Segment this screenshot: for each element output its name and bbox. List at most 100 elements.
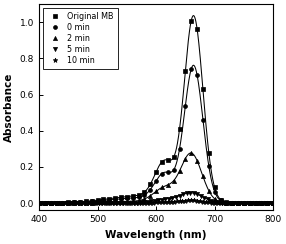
5 min [255,202,259,205]
0 min [213,190,217,193]
0 min [143,194,146,197]
Original MB [55,201,58,204]
Original MB [184,69,187,72]
2 min [125,200,128,203]
Original MB [43,202,47,204]
2 min [90,201,94,204]
2 min [248,202,251,205]
Line: Original MB: Original MB [37,19,275,205]
2 min [113,200,117,203]
0 min [37,202,41,204]
2 min [225,201,228,204]
0 min [172,168,175,171]
10 min [213,201,217,204]
2 min [154,190,158,193]
Line: 10 min: 10 min [37,198,276,206]
0 min [84,200,88,203]
Original MB [113,196,117,199]
2 min [55,202,58,204]
0 min [184,104,187,107]
0 min [102,199,105,202]
Original MB [143,191,146,193]
5 min [72,202,76,204]
2 min [172,179,175,182]
Original MB [201,88,205,91]
Original MB [271,202,275,205]
2 min [266,202,269,205]
10 min [166,201,170,203]
10 min [37,202,41,205]
2 min [119,200,123,203]
Original MB [125,195,128,198]
0 min [178,148,181,151]
Original MB [190,19,193,22]
10 min [251,202,255,205]
2 min [102,201,105,204]
0 min [236,202,240,204]
Original MB [84,200,88,203]
0 min [201,118,205,121]
0 min [61,201,64,204]
2 min [184,157,187,160]
Original MB [236,202,240,204]
2 min [236,202,240,204]
Original MB [172,156,175,159]
2 min [160,186,164,189]
0 min [43,202,47,204]
0 min [119,197,123,200]
Original MB [72,201,76,204]
2 min [242,202,246,205]
2 min [67,202,70,204]
0 min [266,202,269,205]
Legend: Original MB, 0 min, 2 min, 5 min, 10 min: Original MB, 0 min, 2 min, 5 min, 10 min [43,8,118,69]
Original MB [131,195,134,198]
0 min [248,202,251,204]
Original MB [254,202,257,205]
0 min [271,202,275,205]
0 min [72,201,76,204]
Original MB [178,128,181,131]
0 min [254,202,257,205]
Original MB [137,194,140,197]
Original MB [67,201,70,204]
Original MB [37,202,41,204]
2 min [271,202,275,205]
0 min [78,201,82,204]
0 min [125,197,128,200]
2 min [219,201,222,203]
0 min [154,179,158,182]
2 min [143,198,146,201]
0 min [195,73,199,76]
0 min [108,198,111,201]
0 min [96,200,99,203]
2 min [213,197,217,200]
2 min [84,201,88,204]
Original MB [242,202,246,204]
2 min [108,201,111,203]
Original MB [266,202,269,205]
2 min [49,202,52,204]
10 min [242,202,246,205]
Original MB [154,171,158,173]
Original MB [231,201,234,204]
0 min [225,201,228,204]
Original MB [61,201,64,204]
Original MB [166,159,170,162]
2 min [148,194,152,197]
10 min [271,202,275,205]
0 min [49,202,52,204]
10 min [184,199,187,202]
Original MB [260,202,263,205]
5 min [132,201,136,204]
Original MB [207,151,210,154]
2 min [178,170,181,173]
0 min [260,202,263,205]
2 min [260,202,263,205]
Original MB [102,198,105,201]
5 min [37,202,41,205]
0 min [190,68,193,71]
Original MB [90,199,94,202]
Original MB [49,202,52,204]
Original MB [219,198,222,201]
10 min [190,199,193,202]
